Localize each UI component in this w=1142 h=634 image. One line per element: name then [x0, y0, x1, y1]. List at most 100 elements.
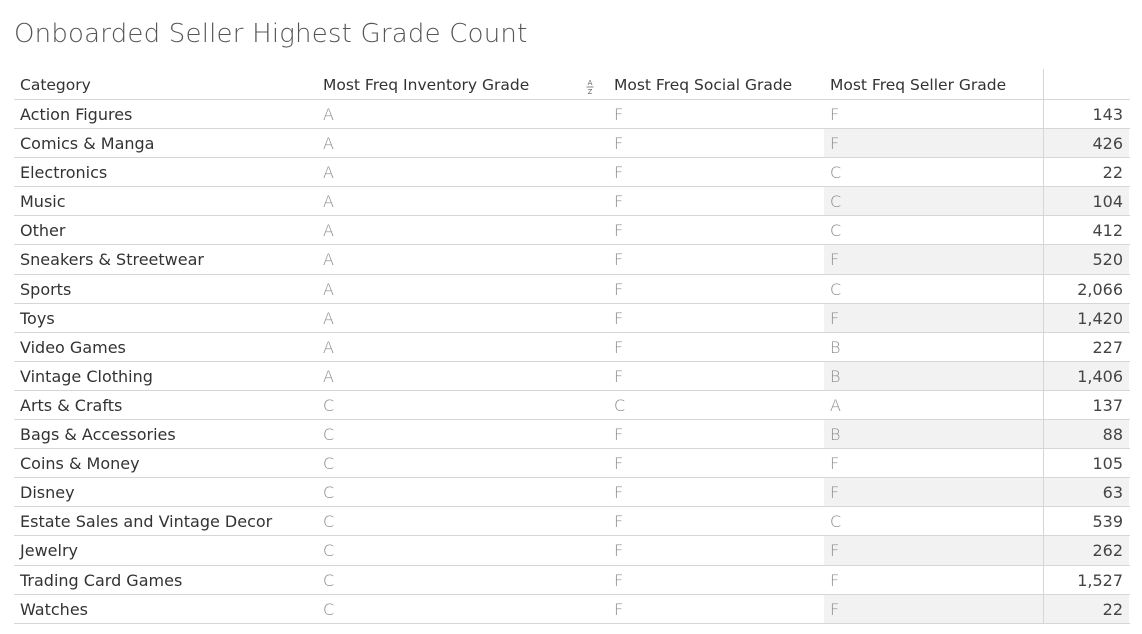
social-grade-cell: F — [614, 192, 624, 212]
social-grade-cell: F — [614, 279, 624, 299]
count-cell: 412 — [1092, 221, 1123, 241]
seller-grade-band — [824, 275, 1043, 303]
count-cell: 105 — [1092, 454, 1123, 474]
social-grade-cell: F — [614, 541, 624, 561]
seller-grade-cell: B — [830, 425, 841, 445]
inventory-grade-cell: C — [323, 599, 335, 619]
seller-grade-cell: F — [830, 134, 840, 154]
table-row[interactable]: Comics & Manga A F F 426 — [14, 129, 1130, 159]
count-cell: 227 — [1092, 337, 1123, 357]
count-band — [1043, 449, 1129, 478]
inventory-grade-cell: C — [323, 483, 335, 503]
column-header-seller-grade[interactable]: Most Freq Seller Grade — [830, 76, 1007, 94]
seller-grade-cell: F — [830, 250, 840, 270]
count-cell: 143 — [1092, 105, 1123, 124]
category-cell: Video Games — [20, 337, 126, 357]
count-cell: 262 — [1092, 541, 1123, 561]
category-cell: Disney — [20, 483, 75, 503]
count-cell: 137 — [1092, 395, 1123, 415]
count-cell: 539 — [1092, 512, 1123, 532]
social-grade-cell: F — [614, 134, 624, 154]
category-cell: Estate Sales and Vintage Decor — [20, 512, 273, 532]
count-cell: 63 — [1102, 483, 1123, 503]
table-row[interactable]: Sports A F C 2,066 — [14, 274, 1130, 304]
social-grade-cell: F — [614, 308, 624, 328]
sort-icon[interactable]: A Z — [585, 78, 595, 96]
inventory-grade-cell: A — [323, 366, 334, 386]
table-row[interactable]: Toys A F F 1,420 — [14, 303, 1130, 333]
count-band — [1043, 158, 1129, 187]
seller-grade-cell: A — [830, 395, 841, 415]
inventory-grade-cell: A — [323, 134, 334, 154]
table-row[interactable]: Other A F C 412 — [14, 216, 1130, 246]
column-header-social-grade[interactable]: Most Freq Social Grade — [614, 76, 793, 94]
table-row[interactable]: Bags & Accessories C F B 88 — [14, 420, 1130, 450]
count-band — [1043, 245, 1129, 274]
count-band — [1043, 565, 1129, 594]
table-row[interactable]: Arts & Crafts C C A 137 — [14, 390, 1130, 421]
table-row[interactable]: Sneakers & Streetwear A F F 520 — [14, 245, 1130, 275]
count-cell: 22 — [1102, 163, 1123, 183]
table-row[interactable]: Vintage Clothing A F B 1,406 — [14, 361, 1130, 391]
table-row[interactable]: Jewelry C F F 262 — [14, 536, 1130, 566]
count-band — [1043, 129, 1129, 158]
seller-grade-band — [824, 158, 1043, 186]
seller-grade-cell: F — [830, 454, 840, 474]
inventory-grade-cell: C — [323, 425, 335, 445]
inventory-grade-cell: C — [323, 395, 335, 415]
table-row[interactable]: Action Figures A F F 143 — [14, 100, 1130, 130]
seller-grade-band — [824, 303, 1043, 332]
count-band — [1043, 303, 1129, 332]
inventory-grade-cell: C — [323, 541, 335, 561]
seller-grade-band — [824, 216, 1043, 244]
seller-grade-cell: F — [830, 599, 840, 619]
column-header-category[interactable]: Category — [20, 76, 91, 94]
count-cell: 1,406 — [1077, 366, 1123, 386]
svg-text:Z: Z — [588, 88, 593, 96]
table-row[interactable]: Estate Sales and Vintage Decor C F C 539 — [14, 507, 1130, 537]
seller-grade-cell: C — [830, 221, 842, 241]
seller-grade-band — [824, 245, 1043, 274]
inventory-grade-cell: A — [323, 337, 334, 357]
seller-grade-cell: F — [830, 105, 840, 124]
count-cell: 426 — [1092, 134, 1123, 154]
seller-grade-band — [824, 333, 1043, 361]
social-grade-cell: F — [614, 599, 624, 619]
inventory-grade-cell: C — [323, 454, 335, 474]
count-band — [1043, 390, 1129, 420]
count-band — [1043, 478, 1129, 507]
table-row[interactable]: Electronics A F C 22 — [14, 158, 1130, 188]
count-band — [1043, 361, 1129, 390]
table-row[interactable]: Watches C F F 22 — [14, 594, 1130, 624]
social-grade-cell: C — [614, 395, 626, 415]
seller-grade-band — [824, 100, 1043, 128]
seller-grade-cell: C — [830, 512, 842, 532]
column-header-inventory-grade[interactable]: Most Freq Inventory Grade — [323, 76, 530, 94]
category-cell: Sneakers & Streetwear — [20, 250, 204, 270]
seller-grade-cell: B — [830, 366, 841, 386]
inventory-grade-cell: A — [323, 279, 334, 299]
seller-grade-band — [824, 594, 1043, 623]
table-row[interactable]: Video Games A F B 227 — [14, 332, 1130, 362]
seller-grade-band — [824, 536, 1043, 565]
category-cell: Coins & Money — [20, 454, 140, 474]
table-row[interactable]: Trading Card Games C F F 1,527 — [14, 565, 1130, 595]
category-cell: Music — [20, 192, 66, 212]
count-cell: 104 — [1092, 192, 1123, 212]
table-row[interactable]: Coins & Money C F F 105 — [14, 449, 1130, 479]
count-band — [1043, 594, 1129, 623]
category-cell: Vintage Clothing — [20, 366, 153, 386]
page-title: Onboarded Seller Highest Grade Count — [14, 19, 528, 49]
table-row[interactable]: Disney C F F 63 — [14, 478, 1130, 508]
table-row[interactable]: Music A F C 104 — [14, 187, 1130, 217]
seller-grade-band — [824, 566, 1043, 594]
category-cell: Arts & Crafts — [20, 395, 123, 415]
inventory-grade-cell: A — [323, 221, 334, 241]
seller-grade-band — [824, 507, 1043, 535]
seller-grade-band — [824, 478, 1043, 507]
count-band — [1043, 536, 1129, 565]
svg-text:A: A — [588, 79, 593, 87]
count-cell: 22 — [1102, 599, 1123, 619]
inventory-grade-cell: A — [323, 192, 334, 212]
